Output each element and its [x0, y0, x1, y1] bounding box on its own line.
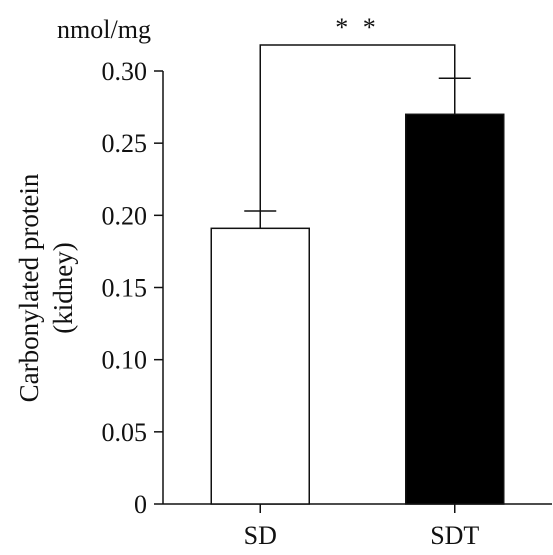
- y-tick-label: 0.15: [102, 274, 148, 303]
- significance-label: * *: [335, 13, 380, 42]
- x-tick-label: SDT: [430, 521, 479, 550]
- y-tick-label: 0.20: [102, 201, 148, 230]
- bar-sdt: [405, 113, 505, 505]
- significance-bracket-line: [259, 44, 456, 212]
- y-tick-label: 0.30: [102, 57, 148, 86]
- bar-sd: [210, 227, 310, 505]
- y-tick-label: 0.25: [102, 129, 148, 158]
- y-axis-title-line-1: Carbonylated protein: [14, 173, 44, 402]
- unit-label: nmol/mg: [57, 15, 151, 44]
- y-axis-title: Carbonylated protein (kidney): [14, 173, 78, 402]
- x-tick-label: SD: [244, 521, 277, 550]
- bars: [210, 113, 505, 505]
- y-axis: 0 0.05 0.10 0.15 0.20 0.25 0.30: [102, 57, 164, 519]
- significance-bracket: * *: [259, 13, 456, 212]
- y-tick-label: 0.05: [102, 418, 148, 447]
- y-tick-label: 0: [134, 490, 147, 519]
- y-tick-label: 0.10: [102, 346, 148, 375]
- y-axis-title-line-2: (kidney): [48, 242, 78, 333]
- x-axis: SD SDT: [163, 503, 552, 550]
